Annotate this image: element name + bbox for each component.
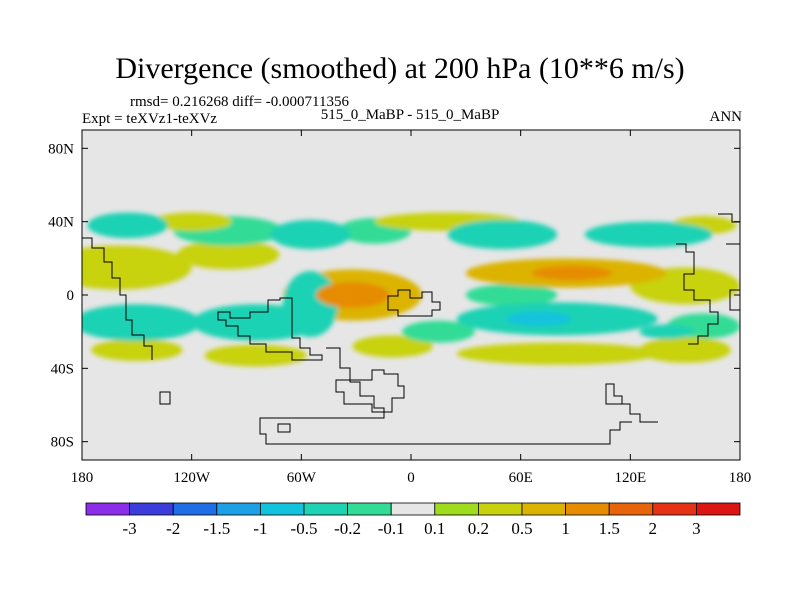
- colorbar-label: -1.5: [203, 519, 230, 538]
- y-axis: 80N 40N 0 40S 80S: [48, 141, 740, 451]
- colorbar-label: -1: [253, 519, 267, 538]
- field-region-sh-neg-8: [639, 324, 695, 339]
- field-region-sh-pac-neg: [82, 304, 201, 341]
- pacific-islands: [726, 243, 740, 311]
- colorbar-label: 0.5: [511, 519, 532, 538]
- colorbar-label: 1.5: [599, 519, 620, 538]
- colorbar-label: -0.2: [334, 519, 361, 538]
- field-region-nh-wave-3: [270, 219, 351, 250]
- colorbar-label: 1: [561, 519, 570, 538]
- x-tick-label: 120W: [173, 470, 211, 486]
- y-tick-label: 40S: [51, 361, 74, 377]
- field-region-io-south-core: [506, 311, 572, 327]
- colorbar-label: -0.5: [291, 519, 318, 538]
- colorbar-box: [652, 502, 697, 516]
- y-tick-label: 0: [67, 288, 75, 304]
- island-outline: [335, 369, 405, 413]
- islet-2: [277, 423, 291, 433]
- colorbar-label: -3: [123, 519, 137, 538]
- field-region-sh-pos-2: [204, 344, 307, 367]
- field-region-sh-neg-7: [401, 320, 475, 343]
- colorbar-box: [565, 502, 610, 516]
- x-tick-label: 60E: [509, 470, 533, 486]
- colorbar-box: [347, 502, 392, 516]
- south-america-outline: [217, 297, 323, 361]
- colorbar-box: [172, 502, 218, 516]
- season-text: ANN: [709, 109, 743, 125]
- colorbar-label: 2: [649, 519, 658, 538]
- americas-west-coast: [82, 237, 153, 360]
- colorbar-label: -2: [166, 519, 180, 538]
- field-region-io-north-core: [531, 265, 613, 281]
- field-region-nh-wave-6: [584, 221, 713, 248]
- y-tick-label: 80N: [48, 141, 74, 157]
- colorbar-box: [521, 502, 566, 516]
- x-tick-label: 0: [407, 470, 415, 486]
- expt-text: Expt = teXVz1-teXVz: [82, 111, 218, 127]
- field-region-sh-pos-4: [456, 342, 658, 365]
- stats-text: rmsd= 0.216268 diff= -0.000711356: [130, 94, 349, 110]
- x-tick-label: 180: [71, 470, 94, 486]
- y-tick-label: 40N: [48, 215, 74, 231]
- asia-east-coast: [676, 243, 719, 345]
- colorbar: -3 -2 -1.5 -1 -0.5 -0.2 -0.1 0.1 0.2 0.5 1 1.5 2 3: [85, 502, 741, 538]
- colorbar-box: [129, 502, 174, 516]
- colorbar-box: [216, 502, 261, 516]
- field-region-sh-pos-1: [91, 339, 183, 361]
- x-axis: 180 120W 60W 0 60E 120E 180: [71, 130, 752, 486]
- field-region-npac-band-2: [177, 240, 280, 270]
- field-region-sh-pos-5: [639, 337, 731, 363]
- field-region-sh-pos-3: [352, 335, 433, 358]
- coastline: [82, 213, 740, 445]
- colorbar-box: [85, 502, 130, 516]
- case-text: 515_0_MaBP - 515_0_MaBP: [320, 107, 500, 123]
- y-tick-label: 80S: [51, 435, 74, 451]
- colorbar-box: [434, 502, 479, 516]
- colorbar-box: [477, 502, 523, 516]
- field-region-eq-atlantic-core: [315, 282, 390, 308]
- colorbar-box: [303, 502, 348, 516]
- australia-south-coast: [620, 403, 658, 423]
- field-region-nh-pos-1: [151, 212, 232, 231]
- colorbar-label: 0.1: [424, 519, 445, 538]
- colorbar-box: [608, 502, 654, 516]
- field-layer: [82, 212, 740, 367]
- x-tick-label: 60W: [287, 470, 317, 486]
- colorbar-box: [390, 502, 436, 516]
- colorbar-box: [259, 502, 305, 516]
- x-tick-label: 120E: [614, 470, 646, 486]
- islet-1: [159, 391, 171, 405]
- field-region-nh-wave-1: [87, 212, 168, 239]
- field-region-npac-band: [82, 245, 192, 290]
- field-region-nh-wave-5: [447, 219, 558, 250]
- islet-3: [605, 383, 623, 405]
- africa-west-outline: [387, 289, 441, 317]
- x-tick-label: 180: [729, 470, 752, 486]
- colorbar-box: [696, 502, 741, 516]
- colorbar-label: 0.2: [468, 519, 489, 538]
- colorbar-label: -0.1: [378, 519, 405, 538]
- chart-title: Divergence (smoothed) at 200 hPa (10**6 …: [115, 52, 685, 85]
- antarctica-outline: [259, 347, 632, 445]
- field-region-eq-neg-1: [465, 284, 558, 306]
- colorbar-label: 3: [692, 519, 701, 538]
